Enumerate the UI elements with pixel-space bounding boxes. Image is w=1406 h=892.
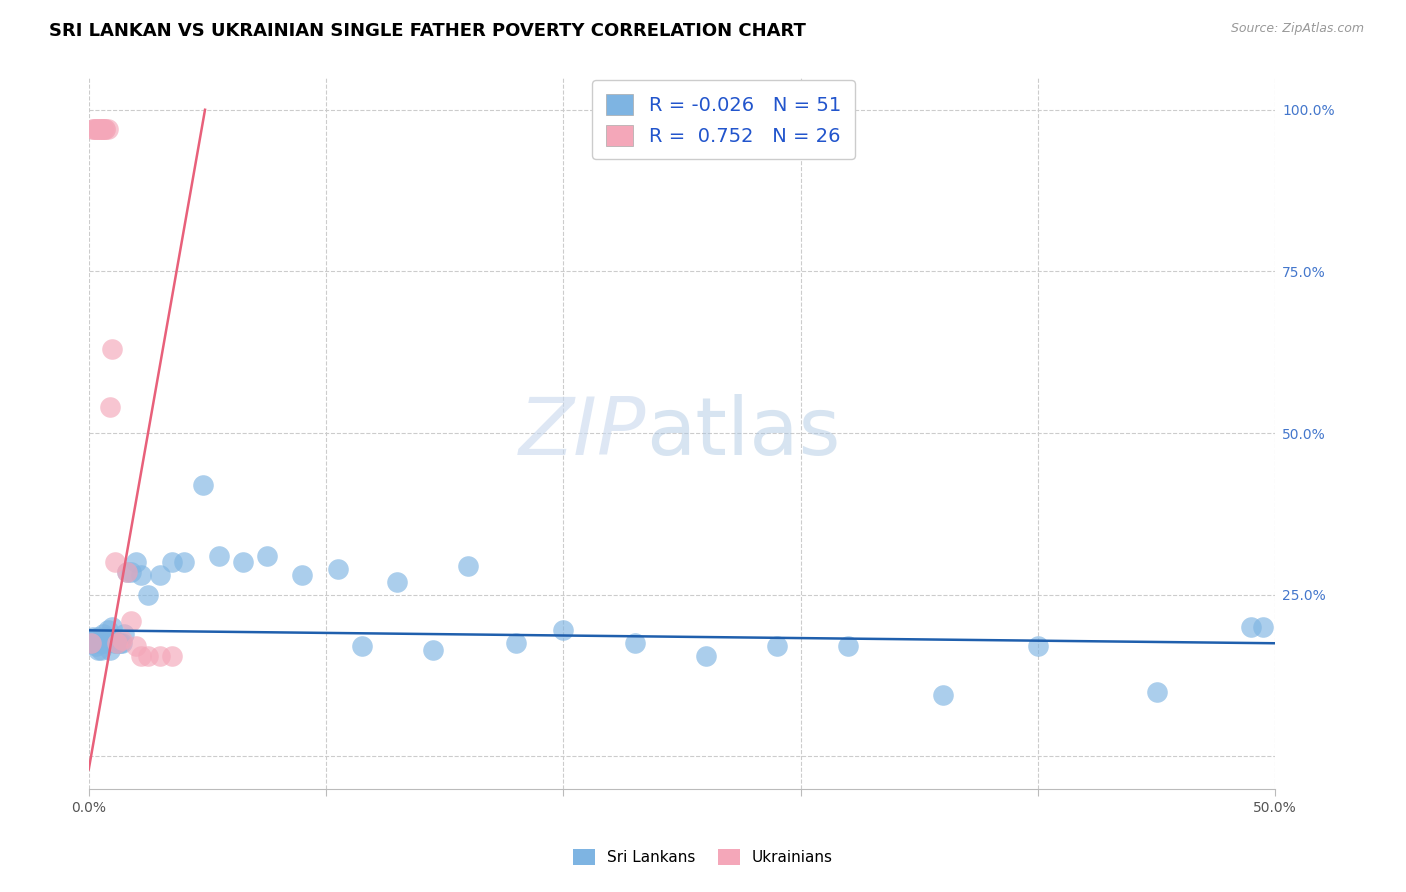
Point [105, 636, 128, 650]
Point [87, 630, 110, 644]
Point [80, 636, 103, 650]
Point [104, 636, 127, 650]
Point [98, 642, 121, 657]
Point [94, 630, 117, 644]
Point [160, 556, 183, 570]
Point [149, 568, 172, 582]
Point [87, 642, 110, 657]
Point [766, 640, 789, 654]
Point [82, 633, 104, 648]
Point [84, 640, 107, 654]
Point [101, 620, 124, 634]
Point [104, 556, 127, 570]
Legend: R = -0.026   N = 51, R =  0.752   N = 26: R = -0.026 N = 51, R = 0.752 N = 26 [592, 80, 855, 160]
Text: Source: ZipAtlas.com: Source: ZipAtlas.com [1230, 22, 1364, 36]
Point [387, 574, 409, 589]
Point [91, 633, 114, 648]
Point [125, 640, 148, 654]
Point [87, 122, 110, 136]
Point [1026, 640, 1049, 654]
Point [1253, 620, 1275, 634]
Point [505, 636, 527, 650]
Point [101, 633, 124, 648]
Point [90, 122, 112, 136]
Point [94, 122, 117, 136]
Point [120, 614, 142, 628]
Point [160, 649, 183, 664]
Text: atlas: atlas [647, 394, 841, 472]
Point [208, 549, 231, 563]
Point [90, 122, 112, 136]
Point [136, 649, 159, 664]
Point [94, 122, 117, 136]
Point [932, 688, 955, 702]
Point [136, 588, 159, 602]
Point [695, 649, 717, 664]
Point [837, 640, 859, 654]
Point [291, 568, 314, 582]
Point [84, 122, 107, 136]
Point [91, 122, 114, 136]
Point [129, 649, 152, 664]
Point [87, 122, 110, 136]
Point [115, 565, 138, 579]
Point [111, 636, 134, 650]
Point [149, 649, 172, 664]
Point [82, 122, 104, 136]
Legend: Sri Lankans, Ukrainians: Sri Lankans, Ukrainians [567, 843, 839, 871]
Point [98, 401, 121, 415]
Text: SRI LANKAN VS UKRAINIAN SINGLE FATHER POVERTY CORRELATION CHART: SRI LANKAN VS UKRAINIAN SINGLE FATHER PO… [49, 22, 806, 40]
Point [97, 624, 120, 638]
Point [623, 636, 645, 650]
Point [457, 558, 479, 573]
Point [1146, 685, 1168, 699]
Point [553, 624, 575, 638]
Point [101, 342, 124, 356]
Point [82, 630, 104, 644]
Point [326, 562, 349, 576]
Point [191, 478, 214, 492]
Point [120, 565, 142, 579]
Point [80, 636, 103, 650]
Point [350, 640, 373, 654]
Point [173, 556, 195, 570]
Point [82, 122, 104, 136]
Point [84, 122, 107, 136]
Point [108, 636, 131, 650]
Point [94, 636, 117, 650]
Point [84, 636, 107, 650]
Point [90, 636, 112, 650]
Point [105, 636, 128, 650]
Point [125, 556, 148, 570]
Point [97, 122, 120, 136]
Point [91, 626, 114, 640]
Point [111, 633, 134, 648]
Point [115, 565, 138, 579]
Point [90, 642, 112, 657]
Point [112, 626, 135, 640]
Point [256, 549, 278, 563]
Point [129, 568, 152, 582]
Point [1240, 620, 1263, 634]
Point [422, 642, 444, 657]
Text: ZIP: ZIP [519, 394, 647, 472]
Point [232, 556, 254, 570]
Point [91, 122, 114, 136]
